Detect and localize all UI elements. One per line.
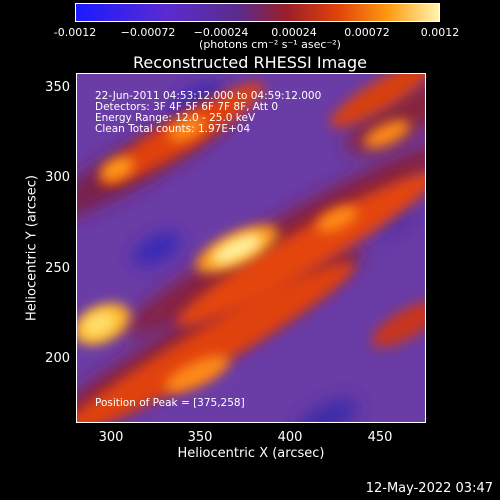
info-energy-range: Energy Range: 12.0 - 25.0 keV: [95, 112, 256, 124]
info-clean-counts: Clean Total counts: 1.97E+04: [95, 123, 251, 135]
rhessi-image: 22-Jun-2011 04:53:12.000 to 04:59:12.000…: [76, 73, 426, 423]
info-detectors: Detectors: 3F 4F 5F 6F 7F 8F, Att 0: [95, 101, 279, 113]
x-tick: 350: [187, 430, 213, 445]
colorbar-unit: (photons cm⁻² s⁻¹ asec⁻²): [199, 38, 341, 51]
x-tick: 400: [277, 430, 303, 445]
colorbar: [75, 3, 440, 22]
y-tick: 250: [45, 261, 70, 276]
colorbar-tick: 0.00072: [344, 26, 390, 39]
timestamp: 12-May-2022 03:47: [365, 481, 493, 496]
info-peak-position: Position of Peak = [375,258]: [95, 397, 245, 409]
colorbar-tick: 0.00024: [271, 26, 317, 39]
y-axis-label: Heliocentric Y (arcsec): [24, 175, 40, 321]
colorbar-tick: −0.00024: [193, 26, 249, 39]
x-axis-label: Heliocentric X (arcsec): [177, 446, 325, 461]
x-tick: 450: [367, 430, 393, 445]
image-title: Reconstructed RHESSI Image: [133, 53, 367, 72]
x-tick: 300: [98, 430, 124, 445]
info-time-range: 22-Jun-2011 04:53:12.000 to 04:59:12.000: [95, 90, 322, 102]
y-tick: 200: [45, 351, 70, 366]
colorbar-tick: -0.0012: [53, 26, 97, 39]
y-tick: 350: [45, 80, 70, 95]
flux-map: [77, 74, 425, 422]
colorbar-tick: −0.00072: [120, 26, 176, 39]
y-tick: 300: [45, 170, 70, 185]
colorbar-tick: 0.0012: [420, 26, 460, 39]
